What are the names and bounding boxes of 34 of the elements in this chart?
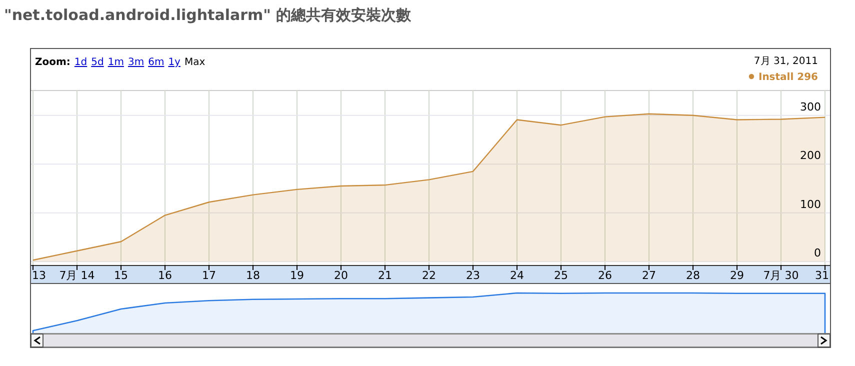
x-tick-label: 23 xyxy=(466,269,480,282)
text: Max xyxy=(184,57,206,68)
x-tick-label: 29 xyxy=(730,269,744,282)
text: 6m xyxy=(148,57,164,68)
y-tick-label: 0 xyxy=(814,246,821,260)
text: 5d xyxy=(91,57,104,68)
text: 1y xyxy=(168,57,181,68)
text: Zoom: xyxy=(35,57,70,68)
x-tick-label: 31 xyxy=(815,269,829,282)
text: 1m xyxy=(108,57,124,68)
x-tick-label: 13 xyxy=(32,269,46,282)
x-tick-label: 20 xyxy=(334,269,348,282)
x-tick-label: 24 xyxy=(510,269,524,282)
x-tick-label: 22 xyxy=(422,269,436,282)
x-tick-label: 27 xyxy=(642,269,656,282)
chart-title: "net.toload.android.lightalarm" 的總共有效安裝次數 xyxy=(4,6,412,24)
x-tick-label: 18 xyxy=(246,269,260,282)
y-tick-label: 300 xyxy=(800,100,821,114)
x-tick-label: 25 xyxy=(554,269,568,282)
text: 1d xyxy=(74,57,88,68)
x-tick-label: 19 xyxy=(290,269,304,282)
x-tick-label: 26 xyxy=(598,269,612,282)
y-tick-label: 100 xyxy=(800,198,821,211)
x-tick-label: 28 xyxy=(686,269,700,282)
x-tick-label: 16 xyxy=(158,269,172,282)
text: 7月 31, 2011 xyxy=(754,56,818,67)
text: 3m xyxy=(128,57,144,68)
legend-label: Install 296 xyxy=(758,72,818,83)
x-tick-label: 7月 14 xyxy=(59,269,95,282)
x-tick-label: 7月 30 xyxy=(763,269,799,282)
x-tick-label: 17 xyxy=(202,269,216,282)
y-tick-label: 200 xyxy=(800,149,821,162)
x-tick-label: 21 xyxy=(378,269,392,282)
x-tick-label: 15 xyxy=(114,269,128,282)
